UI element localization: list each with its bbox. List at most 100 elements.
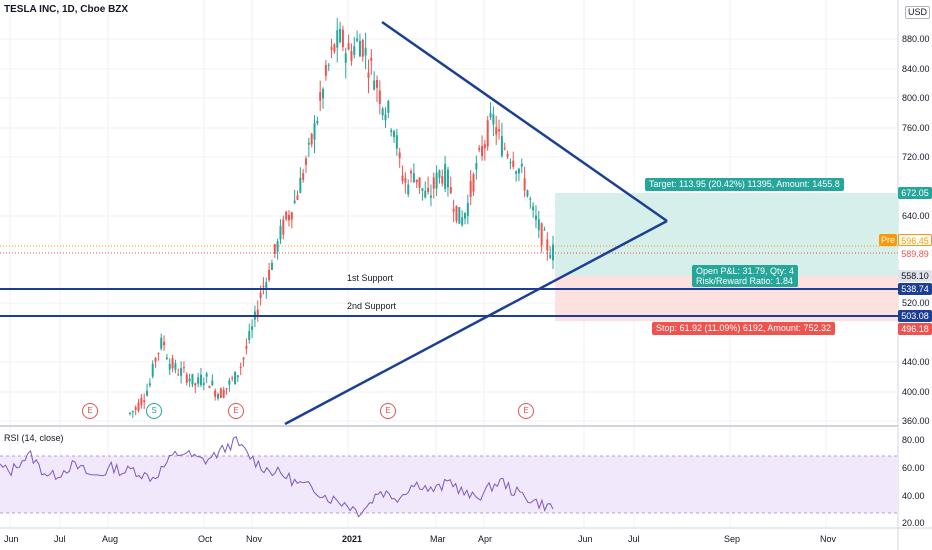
candle-body [137,402,140,411]
earnings-marker[interactable]: E [228,403,244,419]
candle-body [171,358,174,369]
candle-body [350,51,353,61]
candle-body [540,223,543,246]
candle-body [177,374,180,376]
candle-body [276,241,279,252]
candle-body [316,121,319,124]
split-marker[interactable]: S [146,403,162,419]
candle-body [299,177,302,193]
candle-body [546,239,549,251]
candle-body [387,101,390,113]
candle-body [534,215,537,220]
candle-body [214,390,217,397]
rsi-line [0,435,554,518]
candle-body [248,331,251,341]
candle-body [270,262,273,270]
price-tick: 520.00 [902,298,930,308]
price-tick: 760.00 [902,123,930,133]
support2-price-tag: 503.08 [898,310,932,322]
candle-body [185,374,188,383]
candle-body [197,377,200,384]
pre-market-price-tag: 596.45 [898,234,932,246]
candle-body [441,176,444,184]
upper-trendline[interactable] [381,20,668,223]
candle-body [242,357,245,360]
candle-body [163,341,166,346]
candle-body [500,136,503,157]
candle-body [390,130,393,132]
candle-body [361,40,364,57]
candle-body [202,382,205,385]
candle-body [370,57,373,61]
candle-body [520,163,523,167]
time-tick: Nov [820,534,837,544]
candle-body [444,164,447,189]
candle-body [356,38,359,41]
candle-body [194,383,197,386]
candle-body [452,208,455,212]
candle-body [322,89,325,99]
rsi-band [0,456,898,513]
candle-body [333,44,336,52]
candle-body [529,198,532,200]
candle-body [532,206,535,211]
candle-body [160,337,163,349]
candle-body [472,174,475,192]
candle-body [410,171,413,174]
time-tick: Jun [4,534,19,544]
candle-body [543,229,546,231]
candle-body [364,47,367,56]
open-pnl-box: Open P&L: 31.79, Qty: 4 Risk/Reward Rati… [692,265,799,287]
candle-body [375,79,378,88]
candle-body [148,383,151,386]
candle-body [469,180,472,197]
candle-body [305,158,308,165]
candle-body [140,397,143,406]
lower-trendline[interactable] [284,219,668,426]
earnings-marker[interactable]: E [82,403,98,419]
candle-body [134,407,137,410]
candle-body [211,380,214,386]
first-support-label[interactable]: 1st Support [347,273,394,283]
candle-body [486,120,489,147]
candle-body [515,171,518,174]
candle-body [353,46,356,56]
price-tick: 640.00 [902,211,930,221]
candle-body [341,29,344,48]
candle-body [259,292,262,298]
time-tick: Aug [102,534,119,544]
candle-body [483,144,486,149]
risk-reward-label: Risk/Reward Ratio: 1.84 [696,276,794,286]
candle-body [373,80,376,90]
candle-body [151,363,154,377]
candle-body [506,153,509,157]
rsi-tick: 40.00 [902,491,925,501]
second-support-label[interactable]: 2nd Support [347,301,397,311]
currency-badge[interactable]: USD [905,6,931,19]
candle-body [446,169,449,188]
candle-body [424,190,427,198]
candle-body [265,282,268,289]
candle-body [384,114,387,121]
symbol-title[interactable]: TESLA INC, 1D, Cboe BZX [4,4,129,15]
stop-info-label: Stop: 61.92 (11.09%) 6192, Amount: 752.3… [652,322,835,335]
candle-body [287,214,290,221]
target-price-tag: 672.05 [898,187,932,199]
candle-body [225,388,228,390]
earnings-marker[interactable]: E [380,403,396,419]
candle-body [165,357,168,360]
candle-body [234,371,237,385]
rsi-title[interactable]: RSI (14, close) [4,433,64,443]
candle-body [489,112,492,118]
candle-body [432,177,435,189]
candle-body [412,173,415,183]
candle-body [146,390,149,396]
candle-body [475,163,478,170]
target-zone[interactable] [555,193,898,276]
candle-body [217,394,220,399]
rsi-tick: 80.00 [902,435,925,445]
candle-body [523,178,526,191]
earnings-marker[interactable]: E [518,403,534,419]
support1-price-tag: 538.74 [898,283,932,295]
